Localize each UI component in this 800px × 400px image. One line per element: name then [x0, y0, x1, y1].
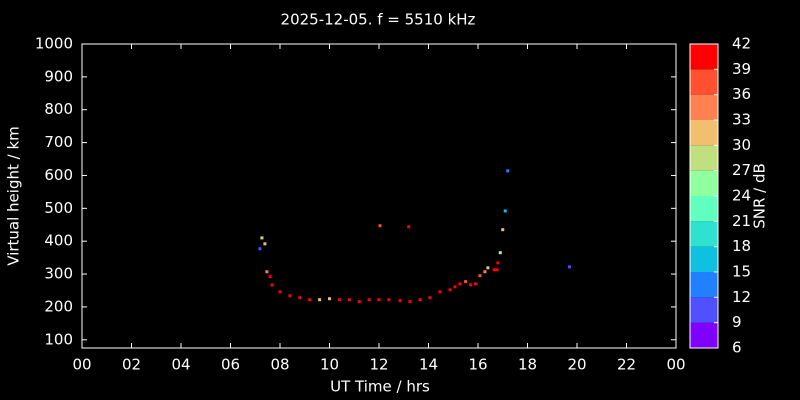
colorbar-band	[690, 196, 718, 222]
x-tick-label: 04	[171, 356, 190, 374]
data-point	[408, 300, 412, 304]
colorbar-tick-label: 6	[732, 339, 742, 357]
y-tick-label: 400	[44, 232, 73, 250]
data-point	[263, 242, 267, 246]
colorbar-tick-label: 12	[732, 288, 751, 306]
data-point	[501, 228, 505, 232]
x-tick-label: 06	[221, 356, 240, 374]
data-point	[387, 298, 391, 302]
data-point	[438, 290, 442, 294]
colorbar-tick-label: 15	[732, 263, 751, 281]
data-point	[506, 169, 510, 173]
x-tick-label: 00	[72, 356, 91, 374]
data-point	[258, 247, 262, 251]
y-tick-label: 1000	[35, 35, 73, 53]
colorbar-tick-label: 18	[732, 237, 751, 255]
data-point	[260, 236, 264, 240]
data-point	[486, 266, 490, 270]
colorbar-tick-label: 39	[732, 60, 751, 78]
colorbar-label: SNR / dB	[751, 163, 769, 229]
data-point	[492, 268, 496, 272]
data-point	[298, 296, 302, 300]
y-axis-label: Virtual height / km	[5, 126, 23, 265]
colorbar-band	[690, 272, 718, 298]
data-point	[308, 298, 312, 302]
y-tick-label: 900	[44, 67, 73, 85]
data-point	[478, 274, 482, 278]
colorbar-band	[690, 297, 718, 323]
colorbar-tick-label: 33	[732, 111, 751, 129]
colorbar-band	[690, 69, 718, 95]
data-point	[270, 283, 274, 287]
data-point	[474, 282, 478, 286]
data-point	[328, 297, 331, 301]
x-tick-label: 14	[419, 356, 438, 374]
colorbar-band	[690, 170, 718, 196]
colorbar-tick-label: 21	[732, 212, 751, 230]
x-axis-label: UT Time / hrs	[330, 378, 430, 396]
data-point	[483, 270, 487, 274]
y-tick-label: 800	[44, 100, 73, 118]
data-point	[428, 296, 432, 300]
data-point	[278, 290, 282, 294]
data-point	[347, 298, 351, 302]
data-point	[357, 300, 361, 304]
data-point	[498, 251, 502, 255]
colorbar-tick-label: 9	[732, 313, 742, 331]
colorbar-band	[690, 322, 718, 348]
x-tick-label: 02	[122, 356, 141, 374]
x-tick-label: 16	[468, 356, 487, 374]
data-point	[453, 285, 457, 289]
y-tick-label: 700	[44, 133, 73, 151]
colorbar-band	[690, 44, 718, 70]
colorbar-band	[690, 246, 718, 272]
y-tick-label: 200	[44, 297, 73, 315]
colorbar-band	[690, 145, 718, 171]
plot-frame	[81, 43, 677, 349]
y-tick-label: 500	[44, 199, 73, 217]
data-point	[337, 298, 341, 302]
x-tick-label: 22	[617, 356, 636, 374]
data-point	[318, 298, 322, 302]
data-point	[448, 288, 452, 292]
data-point	[568, 265, 572, 269]
data-point	[367, 298, 371, 302]
data-point	[418, 298, 422, 302]
chart-title: 2025-12-05. f = 5510 kHz	[281, 11, 476, 29]
data-point	[458, 282, 462, 286]
x-tick-label: 00	[666, 356, 685, 374]
data-point	[503, 209, 507, 213]
data-point	[464, 280, 468, 284]
data-point	[268, 275, 272, 279]
x-tick-label: 12	[369, 356, 388, 374]
colorbar-tick-label: 24	[732, 187, 751, 205]
x-tick-label: 10	[320, 356, 339, 374]
data-point	[495, 268, 499, 272]
data-point	[288, 294, 292, 298]
data-point	[469, 283, 473, 287]
x-tick-label: 08	[270, 356, 289, 374]
data-point	[398, 299, 402, 303]
data-point	[407, 225, 411, 229]
data-point	[378, 224, 382, 228]
y-tick-label: 100	[44, 330, 73, 348]
data-point	[377, 298, 381, 302]
x-tick-label: 18	[518, 356, 537, 374]
colorbar-tick-label: 30	[732, 136, 751, 154]
data-point	[496, 261, 500, 265]
colorbar-band	[690, 221, 718, 247]
data-point	[265, 270, 269, 274]
y-tick-label: 600	[44, 166, 73, 184]
x-tick-label: 20	[567, 356, 586, 374]
colorbar-band	[690, 120, 718, 146]
colorbar-tick-label: 36	[732, 85, 751, 103]
y-tick-label: 300	[44, 265, 73, 283]
colorbar-tick-label: 42	[732, 35, 751, 53]
colorbar-band	[690, 94, 718, 120]
colorbar-tick-label: 27	[732, 161, 751, 179]
